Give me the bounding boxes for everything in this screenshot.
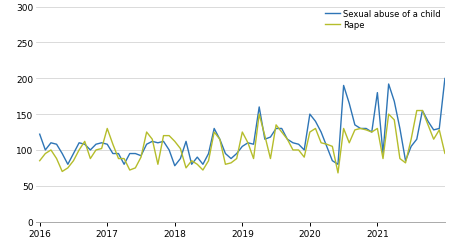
Rape <box>37 160 42 163</box>
Sexual abuse of a child <box>65 163 70 166</box>
Sexual abuse of a child <box>397 128 403 131</box>
Sexual abuse of a child <box>273 128 279 131</box>
Line: Sexual abuse of a child: Sexual abuse of a child <box>39 54 454 166</box>
Sexual abuse of a child <box>251 143 257 146</box>
Sexual abuse of a child <box>419 110 425 113</box>
Sexual abuse of a child <box>43 149 48 152</box>
Rape <box>419 110 425 113</box>
Rape <box>268 158 273 161</box>
Rape <box>245 142 251 145</box>
Rape <box>43 152 48 155</box>
Legend: Sexual abuse of a child, Rape: Sexual abuse of a child, Rape <box>325 10 441 29</box>
Rape <box>65 167 70 170</box>
Sexual abuse of a child <box>172 165 178 168</box>
Rape <box>335 172 340 175</box>
Line: Rape: Rape <box>39 86 454 173</box>
Sexual abuse of a child <box>37 133 42 136</box>
Rape <box>397 158 403 161</box>
